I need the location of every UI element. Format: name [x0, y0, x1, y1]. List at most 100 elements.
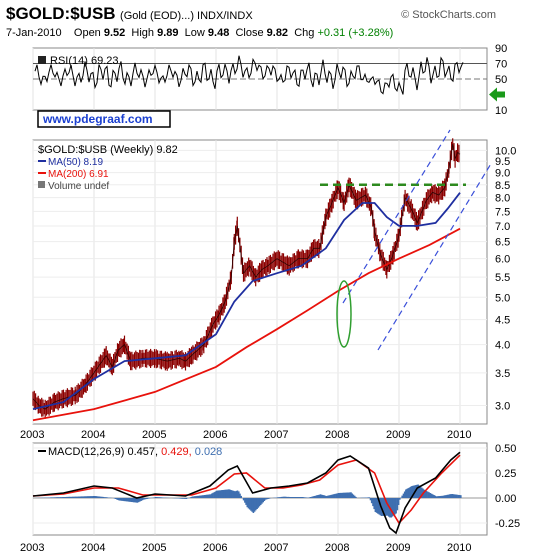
macd-histogram-bar	[312, 496, 314, 498]
macd-histogram-bar	[374, 498, 377, 512]
macd-histogram-bar	[183, 498, 185, 499]
macd-histogram-bar	[302, 497, 305, 498]
macd-x-tick-label: 2010	[447, 542, 471, 554]
rsi-legend-swatch	[38, 56, 46, 64]
date-label: 7-Jan-2010	[6, 27, 62, 39]
macd-histogram-bar	[89, 496, 91, 498]
macd-histogram-bar	[457, 494, 460, 498]
macd-histogram-bar	[158, 497, 161, 498]
macd-histogram-bar	[57, 497, 59, 498]
macd-histogram-bar	[436, 496, 439, 498]
price-tick-label: 3.5	[495, 368, 510, 380]
consolidation-oval	[336, 280, 352, 348]
open-label: Open	[73, 27, 101, 39]
macd-histogram-bar	[231, 490, 234, 498]
macd-histogram-bar	[279, 497, 281, 498]
macd-histogram-bar	[120, 498, 123, 501]
macd-histogram-bar	[86, 496, 89, 498]
macd-histogram-bar	[128, 498, 130, 502]
macd-histogram-bar	[296, 497, 299, 498]
macd-histogram-bar	[119, 498, 122, 501]
macd-histogram-bar	[441, 495, 444, 498]
macd-histogram-bar	[352, 494, 355, 498]
macd-histogram-bar	[239, 493, 241, 498]
macd-title-part: MACD(12,26,9) 0.457,	[48, 446, 161, 458]
macd-histogram-bar	[381, 498, 384, 516]
macd-histogram-bar	[217, 490, 219, 498]
macd-histogram-bar	[202, 495, 205, 498]
macd-histogram-bar	[179, 498, 181, 499]
macd-histogram-bar	[79, 496, 81, 498]
macd-x-tick-label: 2005	[142, 542, 166, 554]
macd-histogram-bar	[242, 498, 245, 501]
macd-histogram-bar	[247, 498, 250, 509]
macd-histogram-bar	[252, 498, 255, 513]
macd-histogram-bar	[418, 485, 421, 498]
macd-histogram-bar	[240, 495, 242, 498]
macd-histogram-bar	[396, 498, 399, 511]
macd-histogram-bar	[56, 497, 58, 498]
macd-histogram-bar	[416, 484, 418, 498]
macd-histogram-bar	[318, 494, 321, 498]
macd-histogram-bar	[224, 489, 227, 498]
macd-histogram-bar	[429, 493, 432, 498]
macd-histogram-bar	[257, 498, 260, 508]
macd-histogram-bar	[97, 496, 100, 498]
price-x-tick-label: 2006	[203, 429, 227, 441]
macd-histogram-bar	[314, 495, 317, 498]
macd-histogram-bar	[284, 496, 286, 498]
macd-histogram-bar	[427, 491, 429, 498]
macd-x-tick-label: 2009	[386, 542, 410, 554]
macd-histogram-bar	[289, 497, 291, 498]
macd-histogram-bar	[75, 496, 78, 498]
macd-histogram-bar	[98, 496, 101, 498]
macd-histogram-bar	[384, 498, 386, 516]
macd-histogram-bar	[303, 497, 306, 498]
macd-histogram-bar	[236, 490, 239, 498]
price-tick-label: 5.0	[495, 292, 510, 304]
rsi-tick-label: 90	[495, 43, 507, 55]
macd-histogram-bar	[333, 494, 335, 498]
volume-legend-swatch	[38, 181, 45, 188]
macd-histogram-bar	[300, 497, 302, 498]
macd-histogram-bar	[401, 495, 403, 498]
macd-histogram-bar	[124, 498, 127, 502]
macd-histogram-bar	[85, 496, 88, 498]
chg-value: +0.31 (+3.28%)	[317, 27, 394, 39]
macd-histogram-bar	[264, 498, 267, 500]
macd-histogram-bar	[444, 495, 446, 498]
macd-histogram-bar	[336, 493, 339, 498]
macd-histogram-bar	[146, 498, 149, 499]
macd-histogram-bar	[228, 489, 230, 498]
macd-histogram-bar	[159, 497, 162, 498]
macd-histogram-bar	[206, 494, 208, 498]
macd-histogram-bar	[285, 496, 288, 498]
macd-histogram-bar	[178, 498, 180, 499]
macd-histogram-bar	[435, 496, 438, 498]
macd-histogram-bar	[283, 496, 285, 498]
quote-line: 7-Jan-2010 Open 9.52 High 9.89 Low 9.48 …	[6, 27, 393, 39]
macd-histogram-bar	[439, 496, 441, 498]
macd-histogram-bar	[67, 496, 69, 498]
macd-histogram-bar	[412, 485, 414, 498]
price-x-tick-label: 2004	[81, 429, 105, 441]
macd-histogram-bar	[200, 495, 202, 498]
macd-histogram-bar	[350, 492, 352, 498]
macd-histogram-bar	[408, 487, 411, 498]
macd-histogram-bar	[434, 495, 436, 498]
macd-histogram-bar	[355, 496, 357, 498]
ma50-series	[32, 192, 461, 410]
rsi-tick-label: 50	[495, 74, 507, 86]
macd-histogram-bar	[238, 491, 240, 498]
macd-histogram-bar	[419, 486, 422, 498]
macd-histogram-bar	[155, 497, 157, 498]
macd-histogram-bar	[301, 497, 303, 498]
close-label: Close	[235, 27, 264, 39]
macd-histogram-bar	[341, 492, 344, 498]
macd-histogram-bar	[438, 496, 440, 498]
macd-histogram-bar	[278, 497, 280, 498]
macd-histogram-bar	[324, 495, 327, 498]
macd-histogram-bar	[370, 498, 373, 504]
macd-histogram-bar	[52, 497, 55, 498]
macd-histogram-bar	[106, 497, 108, 498]
